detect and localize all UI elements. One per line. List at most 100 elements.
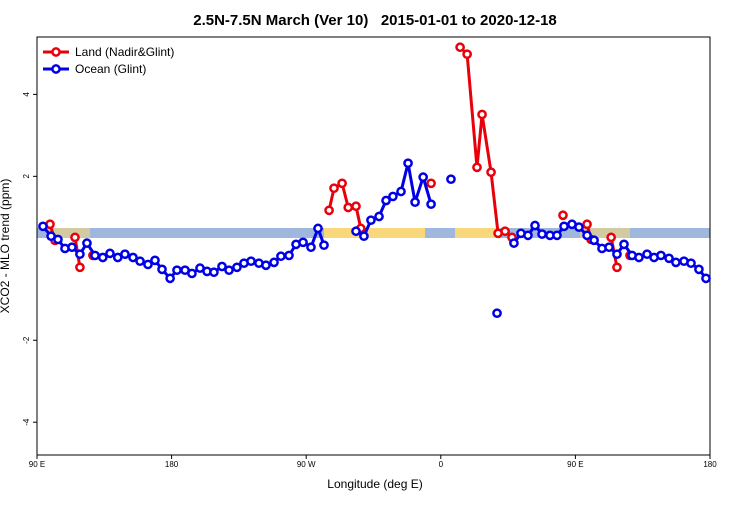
data-point <box>232 262 242 273</box>
plot-frame <box>36 36 711 456</box>
land-band <box>324 228 425 238</box>
data-point <box>604 242 614 253</box>
legend-marker <box>51 47 61 57</box>
x-axis-label: Longitude (deg E) <box>327 477 422 491</box>
data-point <box>671 257 681 268</box>
x-tick-label: 90 E <box>29 460 45 469</box>
data-point <box>426 199 436 210</box>
y-tick-label: 2 <box>22 174 31 179</box>
data-point <box>589 235 599 246</box>
data-point <box>343 202 354 213</box>
legend-label: Ocean (Glint) <box>75 62 146 76</box>
data-point <box>351 201 361 212</box>
data-point <box>337 178 347 189</box>
data-point <box>582 230 592 241</box>
data-point <box>75 249 85 260</box>
data-point <box>366 215 376 226</box>
data-point <box>246 256 256 267</box>
y-axis-label: XCO2 - MLO trend (ppm) <box>0 179 12 314</box>
land-band <box>455 228 500 238</box>
data-point <box>559 221 569 232</box>
data-point <box>403 158 413 169</box>
x-tick-label: 180 <box>165 460 179 469</box>
data-point <box>306 242 316 253</box>
data-point <box>388 191 398 202</box>
data-point <box>329 183 339 194</box>
data-point <box>150 255 160 266</box>
data-point <box>634 252 644 263</box>
land-ocean-band <box>37 228 710 238</box>
data-point <box>217 261 227 272</box>
x-tick-label: 90 W <box>297 460 316 469</box>
data-point <box>418 172 429 183</box>
data-point <box>276 251 286 262</box>
data-point <box>359 231 369 242</box>
data-point <box>582 219 592 230</box>
y-tick-label: -4 <box>22 418 31 426</box>
data-point <box>135 256 145 267</box>
legend-label: Land (Nadir&Glint) <box>75 45 174 59</box>
y-tick-label: -2 <box>22 336 31 344</box>
data-point <box>90 250 100 261</box>
data-point <box>523 230 533 241</box>
data-point <box>552 230 562 241</box>
data-point <box>701 273 711 284</box>
data-point <box>261 260 271 271</box>
data-point <box>112 252 123 263</box>
data-point <box>558 210 568 221</box>
data-point <box>462 49 472 60</box>
data-point <box>612 262 622 273</box>
y-tick-label: 4 <box>22 92 31 97</box>
data-point <box>120 249 130 260</box>
data-point <box>209 267 219 278</box>
data-point <box>426 178 436 189</box>
x-tick-label: 180 <box>703 460 717 469</box>
data-point <box>70 232 80 243</box>
data-point <box>446 174 456 185</box>
data-point <box>509 238 519 248</box>
data-point <box>410 197 420 208</box>
data-point <box>224 265 234 276</box>
data-point <box>374 211 384 222</box>
data-point <box>694 264 704 275</box>
data-point <box>500 226 510 237</box>
data-point <box>656 250 666 261</box>
data-point <box>486 167 496 178</box>
data-point <box>313 223 323 234</box>
data-point <box>105 248 115 259</box>
data-point <box>319 240 329 251</box>
data-point <box>619 239 629 250</box>
data-point <box>165 273 175 284</box>
data-point <box>606 232 616 243</box>
data-point <box>75 262 85 273</box>
legend-marker <box>51 64 61 74</box>
data-point <box>381 195 391 206</box>
chart-title: 2.5N-7.5N March (Ver 10) 2015-01-01 to 2… <box>193 12 557 29</box>
data-point <box>82 238 92 248</box>
data-point <box>455 42 465 53</box>
data-point <box>269 257 279 268</box>
data-point <box>472 162 482 173</box>
data-point <box>157 264 167 275</box>
land-band <box>46 228 90 238</box>
data-point <box>324 205 334 216</box>
data-point <box>97 252 108 263</box>
data-point <box>284 250 294 261</box>
data-point <box>128 252 138 263</box>
data-point <box>298 237 308 248</box>
data-point <box>53 234 63 245</box>
data-point <box>574 222 584 232</box>
data-point <box>172 265 182 276</box>
data-point <box>612 249 622 260</box>
data-point <box>67 242 77 253</box>
data-point <box>351 226 361 237</box>
data-point <box>143 259 153 270</box>
x-tick-label: 0 <box>439 460 444 469</box>
data-point <box>664 253 674 264</box>
x-tick-label: 90 E <box>567 460 583 469</box>
data-point <box>492 308 502 319</box>
data-point <box>686 258 696 269</box>
land-band <box>580 228 630 238</box>
data-point <box>396 186 406 197</box>
data-point <box>530 220 540 231</box>
